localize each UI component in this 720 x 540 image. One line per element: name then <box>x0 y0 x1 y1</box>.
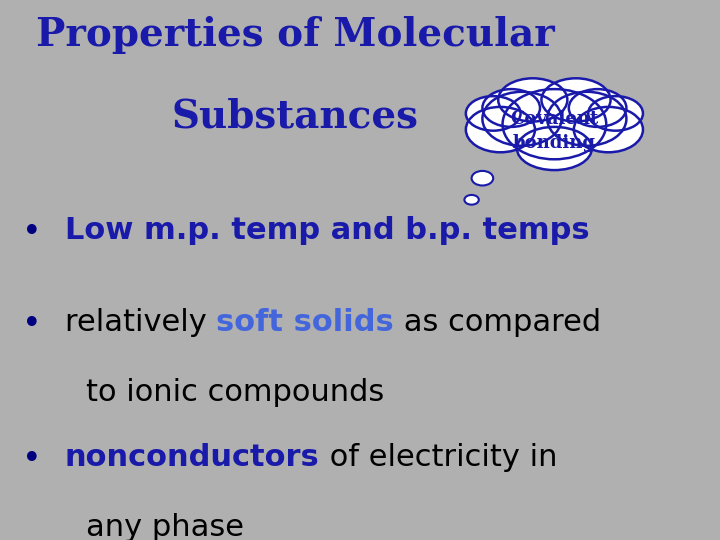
Ellipse shape <box>541 78 611 122</box>
Ellipse shape <box>503 89 606 159</box>
Text: of electricity in: of electricity in <box>320 443 557 472</box>
Ellipse shape <box>588 96 643 131</box>
Text: nonconductors: nonconductors <box>65 443 320 472</box>
Ellipse shape <box>569 89 626 127</box>
Text: Covalent: Covalent <box>510 110 598 128</box>
Text: Properties of Molecular: Properties of Molecular <box>36 16 554 54</box>
Ellipse shape <box>517 127 592 170</box>
Ellipse shape <box>464 195 479 205</box>
Ellipse shape <box>498 78 567 122</box>
Ellipse shape <box>547 92 626 146</box>
Text: •: • <box>22 216 41 249</box>
Text: relatively: relatively <box>65 308 216 337</box>
Ellipse shape <box>482 92 562 146</box>
Ellipse shape <box>472 171 493 186</box>
Ellipse shape <box>574 107 643 152</box>
Ellipse shape <box>466 96 521 131</box>
Text: •: • <box>22 308 41 341</box>
Text: soft solids: soft solids <box>216 308 394 337</box>
Text: •: • <box>22 443 41 476</box>
Text: Low m.p. temp and b.p. temps: Low m.p. temp and b.p. temps <box>65 216 590 245</box>
Ellipse shape <box>466 107 535 152</box>
Text: as compared: as compared <box>394 308 601 337</box>
Text: bonding: bonding <box>513 134 596 152</box>
Text: any phase: any phase <box>86 513 244 540</box>
Ellipse shape <box>482 89 540 127</box>
Text: to ionic compounds: to ionic compounds <box>86 378 384 407</box>
Text: Substances: Substances <box>171 97 419 135</box>
